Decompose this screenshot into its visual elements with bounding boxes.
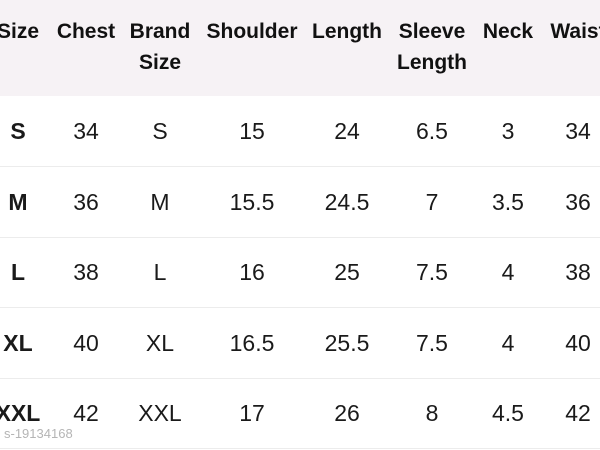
table-cell: 34 xyxy=(565,118,591,144)
table-cell: 36 xyxy=(73,188,99,215)
table-row: L 38 L 16 25 7.5 4 38 xyxy=(0,237,600,308)
table-cell: L xyxy=(10,259,26,285)
column-header: Waist xyxy=(518,16,600,47)
table-cell: 26 xyxy=(334,400,360,426)
table-cell: 7.5 xyxy=(416,329,448,356)
column-header-line: Neck xyxy=(482,20,534,43)
column-header-line: Sleeve xyxy=(398,20,466,43)
table-cell: 8 xyxy=(425,400,439,426)
table-cell: XXL xyxy=(138,400,182,426)
table-cell: 6.5 xyxy=(416,118,448,144)
table-cell: 25 xyxy=(334,259,360,285)
column-header: Sleeve Length xyxy=(372,16,492,78)
column-header: Shoulder xyxy=(192,16,312,47)
table-cell: XL xyxy=(145,329,175,356)
watermark: s-19134168 xyxy=(4,426,73,441)
table-cell: 38 xyxy=(565,259,591,285)
table-cell: 4 xyxy=(501,329,515,356)
column-header-line: Shoulder xyxy=(206,20,298,43)
table-cell: 40 xyxy=(565,329,591,356)
column-header: Chest xyxy=(26,16,146,47)
table-cell: XL xyxy=(3,329,33,356)
table-cell: 42 xyxy=(565,400,591,426)
table-row: S 34 S 15 24 6.5 3 34 xyxy=(0,96,600,167)
table-header: Size Chest Brand Size Shoulder Length Sleeve Le… xyxy=(0,0,600,96)
table-cell: 40 xyxy=(73,329,99,356)
table-cell: 16.5 xyxy=(229,329,275,356)
table-cell: M xyxy=(8,188,28,215)
table-cell: 3 xyxy=(501,118,515,144)
column-header-line: Size xyxy=(138,51,182,74)
column-header: Brand Size xyxy=(100,16,220,78)
table-cell: 25.5 xyxy=(324,329,370,356)
column-header-line: Length xyxy=(397,51,467,74)
table-cell: 7 xyxy=(425,188,439,215)
table-cell: 3.5 xyxy=(492,188,524,215)
column-header-line: Waist xyxy=(550,20,600,43)
table-cell: 7.5 xyxy=(416,259,448,285)
table-cell: 42 xyxy=(73,400,99,426)
table-cell: XXL xyxy=(0,400,41,426)
table-row: XL 40 XL 16.5 25.5 7.5 4 40 xyxy=(0,308,600,379)
table-cell: 38 xyxy=(73,259,99,285)
table-cell: 34 xyxy=(73,118,99,144)
table-cell: 15 xyxy=(239,118,265,144)
table-cell: 24.5 xyxy=(324,188,370,215)
table-cell: 36 xyxy=(565,188,591,215)
table-cell: 16 xyxy=(239,259,265,285)
table-row: XXL 42 XXL 17 26 8 4.5 42 xyxy=(0,378,600,449)
table-row: M 36 M 15.5 24.5 7 3.5 36 xyxy=(0,167,600,238)
table-cell: 4 xyxy=(501,259,515,285)
column-header: Length xyxy=(287,16,407,47)
column-header-line: Brand xyxy=(129,20,191,43)
column-header: Size xyxy=(0,16,78,47)
column-header: Neck xyxy=(448,16,568,47)
column-header-line: Size xyxy=(0,20,40,43)
table-cell: S xyxy=(10,118,26,144)
column-header-line: Chest xyxy=(56,20,116,43)
table-cell: L xyxy=(153,259,167,285)
table-cell: 15.5 xyxy=(229,188,275,215)
table-cell: M xyxy=(150,188,170,215)
table-cell: 24 xyxy=(334,118,360,144)
column-header-line: Length xyxy=(312,20,382,43)
table-cell: S xyxy=(152,118,168,144)
table-cell: 4.5 xyxy=(492,400,524,426)
table-cell: 17 xyxy=(239,400,265,426)
